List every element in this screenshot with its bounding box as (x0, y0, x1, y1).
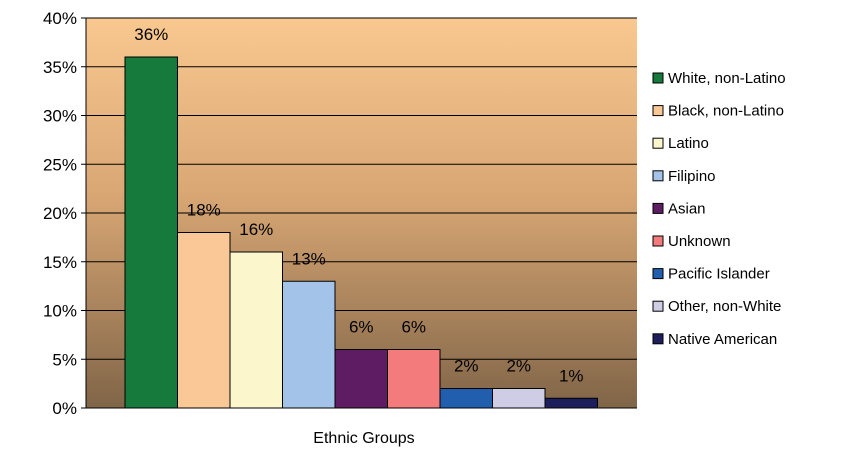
legend-label: White, non-Latino (668, 70, 786, 87)
legend-swatch (652, 137, 664, 149)
x-axis-title: Ethnic Groups (313, 430, 414, 447)
legend-swatch (652, 202, 664, 214)
legend-swatch (652, 105, 664, 117)
bar (492, 388, 546, 409)
y-tick-label: 10% (43, 302, 77, 321)
data-label: 2% (454, 357, 479, 376)
bars (124, 56, 598, 409)
data-label: 13% (292, 249, 326, 268)
bar (282, 280, 336, 409)
data-label: 18% (187, 201, 221, 220)
legend-label: Filipino (668, 168, 716, 185)
y-tick-label: 35% (43, 58, 77, 77)
legend-swatch (652, 235, 664, 247)
data-label: 16% (239, 220, 273, 239)
data-label: 2% (506, 357, 531, 376)
legend-label: Latino (668, 135, 709, 152)
data-labels: 36% 18% 16% 13% 6% 6% 2% 2% 1% (134, 25, 583, 385)
y-tick-label: 5% (52, 350, 77, 369)
legend: White, non-Latino Black, non-Latino Latino… (652, 70, 786, 348)
legend-label: Native American (668, 331, 777, 348)
y-tick-label: 40% (43, 9, 77, 28)
bar (387, 349, 441, 409)
y-tick-label: 15% (43, 253, 77, 272)
legend-label: Unknown (668, 233, 731, 250)
legend-swatch (652, 300, 664, 312)
legend-swatch (652, 333, 664, 345)
y-axis-ticks: 0% 5% 10% 15% 20% 25% 30% 35% 40% (43, 9, 86, 418)
legend-swatch (652, 72, 664, 84)
data-label: 36% (134, 25, 168, 44)
y-tick-label: 25% (43, 155, 77, 174)
legend-label: Asian (668, 200, 706, 217)
legend-label: Other, non-White (668, 298, 781, 315)
y-tick-label: 30% (43, 107, 77, 126)
data-label: 6% (349, 318, 374, 337)
bar (229, 251, 283, 409)
bar (334, 349, 388, 409)
bar (177, 232, 231, 409)
legend-swatch (652, 268, 664, 280)
bar (439, 388, 493, 409)
bar (124, 56, 178, 409)
bar (544, 397, 598, 409)
y-tick-label: 20% (43, 204, 77, 223)
legend-label: Pacific Islander (668, 266, 770, 283)
legend-swatch (652, 170, 664, 182)
data-label: 1% (559, 366, 584, 385)
data-label: 6% (401, 318, 426, 337)
legend-label: Black, non-Latino (668, 103, 784, 120)
y-tick-label: 0% (52, 399, 77, 418)
